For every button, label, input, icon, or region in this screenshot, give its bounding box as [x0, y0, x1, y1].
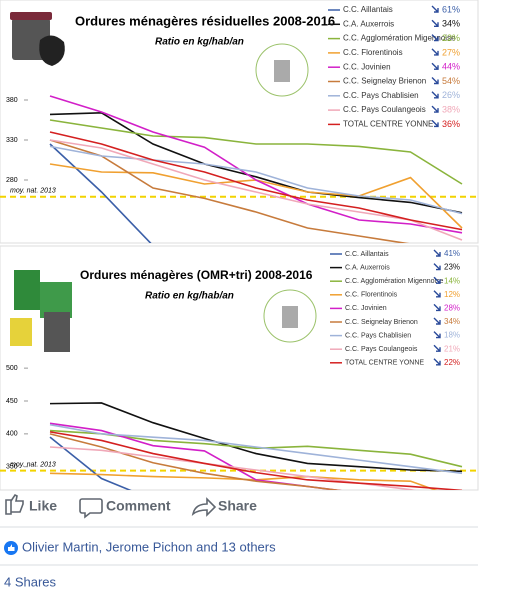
series-line — [49, 446, 417, 490]
chart-subtitle: Ratio en kg/hab/an — [145, 291, 234, 302]
series-line — [49, 436, 132, 490]
share-label: Share — [218, 498, 257, 514]
chart-subtitle: Ratio en kg/hab/an — [155, 37, 244, 48]
legend-reduction: 41% — [444, 249, 460, 258]
legend-label: C.C. Florentinois — [345, 292, 398, 299]
legend-arrow — [431, 5, 439, 13]
series-line — [49, 402, 463, 473]
series-line — [49, 143, 152, 243]
series-line — [49, 145, 463, 215]
series-line — [49, 423, 463, 475]
legend-label: TOTAL CENTRE YONNE — [345, 360, 424, 367]
reference-label: moy. nat. 2013 — [10, 188, 56, 195]
series-line — [49, 131, 463, 231]
legend-reduction: 22% — [444, 358, 460, 367]
comment-label: Comment — [106, 498, 171, 514]
legend-arrow — [431, 119, 439, 128]
logo — [255, 43, 309, 97]
legend-label: TOTAL CENTRE YONNE — [343, 120, 433, 129]
legend-reduction: 12% — [444, 290, 460, 299]
legend-reduction: 27% — [442, 47, 460, 57]
share-button[interactable]: Share — [191, 497, 257, 517]
legend-reduction: 44% — [442, 62, 460, 72]
y-tick-label: 350 — [6, 464, 18, 471]
legend-arrow — [431, 19, 439, 27]
legend-reduction: 61% — [442, 4, 460, 14]
legend-reduction: 22% — [442, 33, 460, 43]
shares[interactable]: 4 Shares — [4, 574, 57, 589]
legend-reduction: 26% — [442, 90, 460, 100]
y-tick-label: 380 — [6, 97, 18, 104]
chart-image — [0, 0, 479, 244]
y-tick-label: 450 — [6, 398, 18, 405]
legend-label: C.C. Pays Coulangeois — [345, 346, 418, 353]
like-button[interactable]: Like — [5, 493, 57, 515]
legend-label: C.C. Aillantais — [345, 251, 389, 258]
legend-reduction: 54% — [442, 76, 460, 86]
bin-icon — [10, 12, 65, 66]
legend-label: C.C. Florentinois — [343, 48, 403, 57]
y-tick-label: 500 — [6, 365, 18, 372]
chart-title: Ordures ménagères résiduelles 2008-2016 — [75, 13, 335, 28]
legend-arrow — [431, 105, 439, 113]
legend-arrow — [431, 91, 439, 99]
chart-title: Ordures ménagères (OMR+tri) 2008-2016 — [80, 268, 313, 282]
legend-label: C.C. Aillantais — [343, 5, 393, 14]
series-line — [49, 119, 463, 185]
legend-reduction: 18% — [444, 331, 460, 340]
legend-label: C.C. Seignelay Brienon — [345, 319, 418, 326]
legend-arrow — [433, 276, 441, 284]
series-line — [49, 139, 410, 243]
legend-label: C.C. Jovinien — [343, 62, 391, 71]
legend-arrow — [431, 48, 439, 56]
reactions[interactable]: Olivier Martin, Jerome Pichon and 13 oth… — [22, 539, 276, 554]
legend-arrow — [433, 249, 441, 257]
reference-label: moy. nat. 2013 — [10, 462, 56, 469]
legend-label: C.C. Pays Coulangeois — [343, 105, 426, 114]
series-line — [49, 431, 463, 490]
like-label: Like — [29, 498, 57, 514]
legend-reduction: 34% — [444, 317, 460, 326]
legend-arrow — [433, 317, 441, 325]
legend-label: C.C. Jovinien — [345, 305, 387, 312]
legend-reduction: 23% — [444, 263, 460, 272]
y-tick-label: 330 — [6, 137, 18, 144]
legend-reduction: 14% — [444, 276, 460, 285]
legend-label: C.A. Auxerrois — [343, 19, 394, 28]
series-line — [49, 111, 463, 214]
legend-label: C.C. Seignelay Brienon — [343, 77, 426, 86]
comment-button[interactable]: Comment — [79, 498, 171, 519]
legend-label: C.A. Auxerrois — [345, 264, 390, 271]
legend-arrow — [433, 290, 441, 298]
legend-reduction: 34% — [442, 19, 460, 29]
like-reaction-glyph — [8, 544, 15, 551]
series-line — [49, 139, 463, 241]
legend-arrow — [433, 358, 441, 366]
legend-label: C.C. Agglomération Migennoise — [345, 278, 444, 285]
legend-arrow — [433, 263, 441, 271]
legend-arrow — [431, 77, 439, 85]
legend-label: C.C. Pays Chablisien — [345, 332, 411, 339]
legend-arrow — [433, 303, 441, 312]
legend-reduction: 21% — [444, 344, 460, 353]
legend-reduction: 38% — [442, 104, 460, 114]
y-tick-label: 280 — [6, 177, 18, 184]
y-tick-label: 400 — [6, 431, 18, 438]
legend-label: C.C. Pays Chablisien — [343, 91, 419, 100]
legend-reduction: 36% — [442, 119, 460, 129]
plot — [0, 95, 478, 243]
plot — [0, 402, 478, 490]
legend-arrow — [433, 344, 441, 352]
logo — [263, 289, 317, 343]
legend-arrow — [433, 331, 441, 339]
legend-label: C.C. Agglomération Migennoise — [343, 34, 456, 43]
legend-arrow — [431, 34, 439, 42]
legend-reduction: 28% — [444, 304, 460, 313]
series-line — [49, 95, 463, 234]
bin-icon — [10, 270, 72, 352]
legend-arrow — [431, 62, 439, 70]
